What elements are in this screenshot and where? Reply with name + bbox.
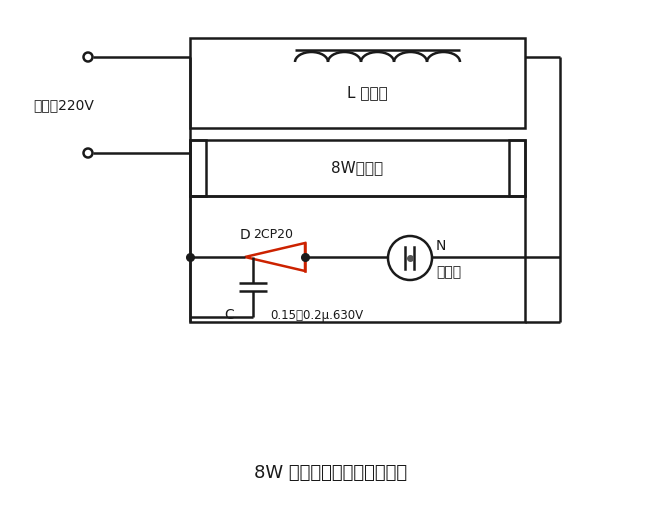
Text: L 镇流器: L 镇流器 (347, 85, 388, 100)
Text: C: C (224, 308, 234, 322)
Text: 8W 日光灯低压快速启辉电路: 8W 日光灯低压快速启辉电路 (254, 464, 408, 482)
Text: 0.15～0.2μ.630V: 0.15～0.2μ.630V (270, 309, 363, 322)
Text: N: N (436, 239, 446, 253)
Text: 8W日光灯: 8W日光灯 (332, 161, 383, 176)
Text: 2CP20: 2CP20 (253, 228, 293, 241)
Text: 启辉器: 启辉器 (436, 265, 461, 279)
Text: 小于～220V: 小于～220V (33, 98, 94, 112)
Text: D: D (240, 228, 251, 242)
